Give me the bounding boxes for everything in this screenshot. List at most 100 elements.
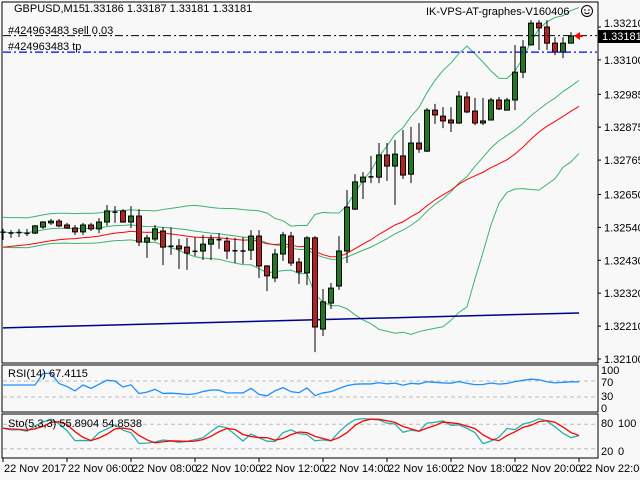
candle-body [504,99,510,111]
candle-body [152,228,158,240]
stoch-level-label: 100 [618,418,636,430]
candle [488,97,494,121]
price-label: 1.32210 [604,321,640,333]
candle [288,231,294,266]
candle-body [456,95,462,124]
candle-body [64,224,70,229]
candle [456,91,462,124]
candle [272,248,278,283]
candle [152,225,158,242]
rsi-panel[interactable] [1,364,599,413]
candle-body [104,210,110,223]
candle-body [424,109,430,152]
candle [136,209,142,246]
candle [264,265,270,292]
candle [80,222,86,235]
candle-body [336,250,342,287]
candle [448,107,454,132]
candle [560,37,566,59]
candle [8,230,14,238]
price-label: 1.32765 [604,155,640,167]
candle [384,143,390,182]
candle-body [48,220,54,224]
candle-body [488,99,494,121]
candle-body [160,230,166,248]
time-label: 22 Nov 08:00 [132,463,197,475]
sell-arrow-icon [574,32,583,40]
candle [328,283,334,310]
candle [504,97,510,111]
candle [432,103,438,124]
candle [32,225,38,234]
candle-body [40,221,46,228]
candle [416,123,422,153]
rsi-level-label: 70 [601,377,613,389]
candle-body [176,245,182,250]
rsi-level-label: 30 [601,391,613,403]
candle [208,234,214,260]
candle [120,209,126,223]
candle [312,236,318,353]
candle-body [96,221,102,230]
candle-body [136,215,142,243]
time-label: 22 Nov 10:00 [196,463,261,475]
time-label: 22 Nov 2017 [4,463,66,475]
candle-body [360,176,366,183]
candle [528,20,534,46]
candle-body [248,235,254,251]
current-price-box [598,30,640,43]
candle-body [320,301,326,330]
candle [224,236,230,260]
rsi-level-label: 0 [601,403,607,415]
bollinger-bands [2,7,580,335]
candle-body [224,240,230,252]
main-panel[interactable] [1,1,599,364]
candle-body [208,238,214,245]
rsi-label: RSI(14) 67.4115 [8,368,88,380]
time-label: 22 Nov 18:00 [452,463,517,475]
candle [320,289,326,336]
symbol-timeframe: GBPUSD,M15 [14,3,85,15]
time-label: 22 Nov 12:00 [260,463,325,475]
candle-body [328,287,334,304]
candle [512,44,518,111]
candle [544,20,550,51]
stochastic-indicator [2,418,597,450]
candle-body [552,42,558,53]
candle [336,236,342,290]
time-label: 22 Nov 20:00 [516,463,581,475]
price-label: 1.32875 [604,122,640,134]
smiley-icon[interactable] [581,5,593,17]
candle-body [88,224,94,230]
candle [256,230,262,278]
candle-body [352,181,358,210]
candle [144,234,150,258]
candle [296,257,302,284]
ma-long-line [2,312,580,329]
stoch-level-label: 80 [601,418,613,430]
stoch-panel[interactable] [1,413,599,459]
candle [248,230,254,260]
candle [464,91,470,114]
candle [424,108,430,153]
moving-averages [2,105,580,329]
candle [368,155,374,184]
candle [496,96,502,111]
stoch-signal-line [2,418,580,444]
candle [16,228,22,237]
stoch-main-line [2,418,580,445]
candle [72,225,78,235]
candle [440,107,446,129]
candle [64,222,70,229]
candle [240,236,246,264]
candle [112,206,118,223]
price-label: 1.32650 [604,189,640,201]
price-label: 1.33100 [604,55,640,67]
price-axis[interactable]: 1.33210 1.33100 1.32985 1.32875 1.32765 1.326… [598,18,640,366]
candle [568,32,574,44]
candle [128,206,134,228]
candle-body [288,235,294,264]
